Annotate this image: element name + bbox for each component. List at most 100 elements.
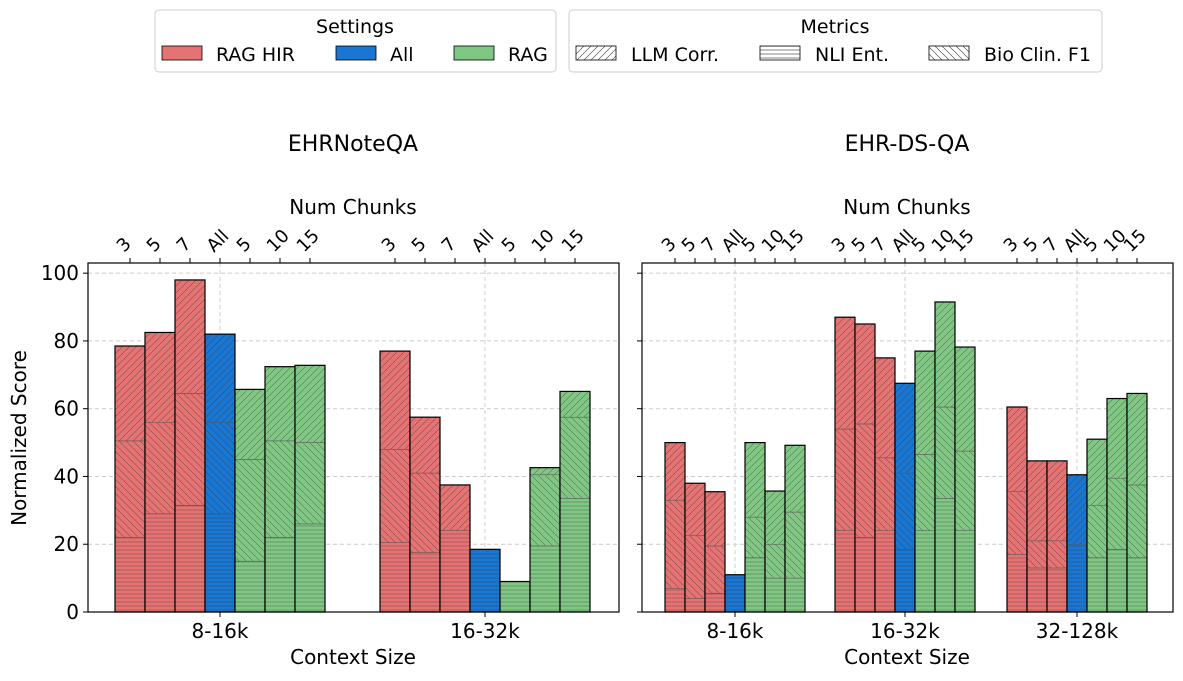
bar-segment-nli-ent	[954, 530, 976, 613]
bar-segment-nli-ent	[439, 530, 471, 613]
num-chunks-label: 7	[438, 234, 461, 257]
bar-segment-llm-corr	[704, 491, 726, 547]
num-chunks-label: 7	[698, 234, 721, 257]
bar-segment-nli-ent	[704, 593, 726, 613]
legend-swatch-bio-clin	[928, 45, 970, 61]
num-chunks-label: 7	[1040, 234, 1063, 257]
bar-segment-llm-corr	[1086, 438, 1108, 506]
panel2-top-xlabel: Num Chunks	[843, 195, 970, 219]
bar-segment-nli-ent	[559, 498, 591, 613]
bar-segment-llm-corr	[409, 416, 441, 474]
num-chunks-label: 5	[908, 234, 931, 257]
bar-segment-bio-clin-f1	[914, 454, 936, 531]
category-label: 32-128k	[1036, 619, 1119, 643]
bar-segment-nli-ent	[934, 498, 956, 613]
bar-segment-nli-ent	[499, 581, 531, 613]
bar-segment-nli-ent	[784, 577, 806, 613]
bar-segment-nli-ent	[114, 537, 146, 613]
panel1-xlabel: Context Size	[290, 645, 416, 669]
bar-segment-llm-corr	[664, 442, 686, 501]
bar-segment-nli-ent	[264, 537, 296, 613]
num-chunks-label: 15	[948, 225, 979, 256]
category-label: 8-16k	[192, 619, 249, 643]
num-chunks-label: 5	[738, 234, 761, 257]
bar-segment-nli-ent	[294, 523, 326, 613]
bar-segment-llm-corr	[874, 357, 896, 459]
bar-segment-llm-corr	[1106, 398, 1128, 479]
bar-segment-llm-corr	[174, 279, 206, 394]
bar-segment-bio-clin-f1	[704, 545, 726, 594]
bar-segment-nli-ent	[409, 552, 441, 613]
bar-segment-llm-corr	[559, 391, 591, 418]
panel2-xlabel: Context Size	[844, 645, 970, 669]
bar-segment-nli-ent	[1006, 554, 1028, 613]
num-chunks-label: 15	[558, 225, 589, 256]
y-tick-label: 20	[54, 532, 79, 556]
category-label: 16-32k	[870, 619, 940, 643]
y-tick-label: 100	[41, 261, 79, 285]
bar-segment-nli-ent	[379, 542, 411, 613]
bar-segment-bio-clin-f1	[204, 422, 236, 514]
bar-segment-nli-ent	[1106, 549, 1128, 613]
num-chunks-label: 15	[293, 225, 324, 256]
bar-segment-llm-corr	[234, 389, 266, 460]
num-chunks-label: 3	[828, 234, 851, 257]
bar-segment-nli-ent	[894, 549, 916, 613]
bar-segment-nli-ent	[874, 530, 896, 613]
legend-label-all: All	[390, 44, 414, 66]
bar-segment-llm-corr	[204, 333, 236, 423]
num-chunks-label: 5	[678, 234, 701, 257]
legend-swatch-llm-corr	[575, 45, 617, 61]
bar-segment-nli-ent	[174, 505, 206, 613]
bar-segment-nli-ent	[1046, 567, 1068, 613]
bar-segment-bio-clin-f1	[1086, 505, 1108, 559]
bar-segment-llm-corr	[834, 316, 856, 430]
num-chunks-label: 5	[848, 234, 871, 257]
num-chunks-label: 7	[173, 234, 196, 257]
bar-segment-llm-corr	[684, 482, 706, 537]
num-chunks-label: 5	[1080, 234, 1103, 257]
bar-segment-bio-clin-f1	[1106, 477, 1128, 550]
bar-segment-bio-clin-f1	[874, 457, 896, 531]
panel-ehr-ds-qa: 8-16k357All5101516-32k357All5101532-128k…	[637, 225, 1174, 643]
legend-settings: Settings RAG HIR All RAG	[154, 9, 557, 73]
bar-segment-llm-corr	[379, 350, 411, 450]
bar-segment-nli-ent	[854, 537, 876, 613]
bar-segment-llm-corr	[144, 332, 176, 423]
bar-segment-nli-ent	[144, 513, 176, 613]
legend-label-nli-ent: NLI Ent.	[815, 44, 889, 66]
bar-segment-bio-clin-f1	[1126, 484, 1148, 559]
bar-segment-bio-clin-f1	[894, 472, 916, 550]
bar-segment-nli-ent	[204, 513, 236, 613]
bar-segment-llm-corr	[1006, 406, 1028, 492]
num-chunks-label: 10	[263, 225, 294, 256]
num-chunks-label: 7	[868, 234, 891, 257]
num-chunks-label: 3	[378, 234, 401, 257]
num-chunks-label: 15	[1120, 225, 1151, 256]
legend-label-bio-clin: Bio Clin. F1	[984, 44, 1091, 66]
bar-segment-bio-clin-f1	[834, 428, 856, 531]
num-chunks-label: 5	[408, 234, 431, 257]
bar-segment-llm-corr	[114, 345, 146, 442]
bar-segment-llm-corr	[954, 346, 976, 452]
bar-segment-llm-corr	[1066, 474, 1088, 545]
bar-segment-nli-ent	[914, 530, 936, 613]
bar-segment-nli-ent	[1066, 543, 1088, 613]
num-chunks-label: 5	[1020, 234, 1043, 257]
bar-segment-bio-clin-f1	[234, 459, 266, 562]
bar-segment-nli-ent	[469, 549, 501, 613]
bar-segment-nli-ent	[684, 598, 706, 613]
bar-segment-bio-clin-f1	[174, 393, 206, 506]
axes-frame	[87, 262, 620, 613]
num-chunks-label: 5	[233, 234, 256, 257]
num-chunks-label: 15	[778, 225, 809, 256]
num-chunks-label: 3	[658, 234, 681, 257]
legend-settings-title: Settings	[316, 16, 394, 38]
bar-segment-nli-ent	[234, 560, 266, 613]
num-chunks-label: 5	[143, 234, 166, 257]
legend-metrics-title: Metrics	[801, 16, 870, 38]
bar-segment-bio-clin-f1	[379, 449, 411, 543]
bar-segment-bio-clin-f1	[684, 535, 706, 599]
legend-swatch-all	[335, 45, 377, 61]
bar-segment-bio-clin-f1	[1026, 540, 1048, 569]
